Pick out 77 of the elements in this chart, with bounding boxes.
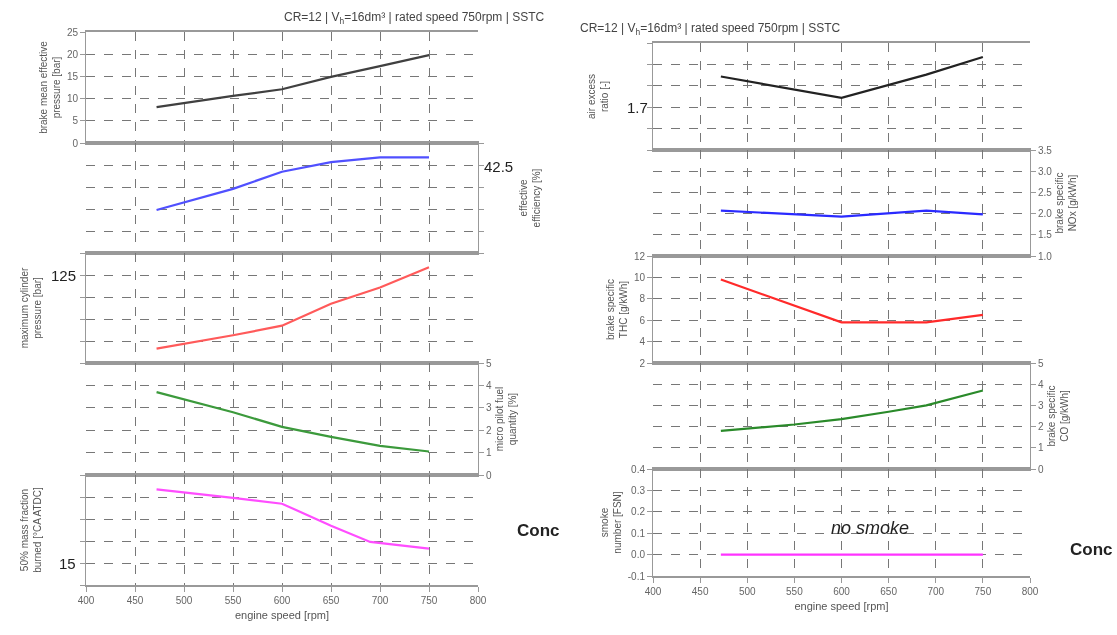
y-tick-label: 20 [66,48,79,60]
x-tick-label: 500 [738,586,757,597]
line-series [155,391,431,453]
x-axis-title: engine speed [rpm] [794,599,889,612]
y-tick-label: 5 [72,115,79,127]
line-series [155,53,431,109]
chart-title: CR=12 | V$_{h}$=16dm³ | rated speed 750rpm | SSTC [580,21,841,37]
y-tick-label: 15 [66,70,79,82]
x-tick-label: 600 [833,586,851,597]
x-tick-label: 800 [469,595,487,606]
annotation: no smoke [831,518,910,538]
x-tick-label: 700 [927,586,945,597]
y2-tick-label: 2 [1038,421,1044,433]
y-tick-label: 0.4 [631,463,646,475]
text: Conc [1070,540,1113,559]
y-tick-label: 10 [633,271,646,283]
x-tick-label: 600 [273,595,291,606]
text: 125 [51,267,77,284]
y2-tick-label: 1 [1038,442,1044,454]
y2-tick-label: 3 [486,402,492,414]
y2-tick-label: 1.0 [1038,250,1053,262]
y2-tick-label: 3.5 [1038,144,1053,156]
y-tick-label: 12 [633,250,646,262]
y2-axis-title: brake specific NOx [g/kWh] [1053,172,1078,234]
y2-tick-label: 5 [1038,357,1044,369]
text: 1.7 [627,99,648,116]
y2-tick-label: 1 [486,447,492,459]
y2-tick-label: 4 [486,379,492,391]
y2-tick-label: 3.0 [1038,165,1053,177]
x-tick-label: 700 [371,595,389,606]
x-tick-label: 450 [691,586,709,597]
x-tick-label: 800 [1021,586,1039,597]
chart-title: CR=12 | V$_{h}$=16dm³ | rated speed 750rpm | SSTC [284,10,545,26]
y2-axis-title: micro pilot fuel quantity [%] [493,386,518,452]
y-axis-title: maximum cylinder pressure [bar] [19,267,43,349]
x-tick-label: 550 [786,586,804,597]
y-tick-label: 6 [639,314,646,326]
y-tick-label: 0.2 [631,506,646,518]
y-axis-title: 50% mass fraction burned [°CA ATDC] [19,487,43,573]
y-tick-label: 25 [66,26,79,38]
y2-tick-label: 5 [486,357,492,369]
x-tick-label: 650 [322,595,340,606]
y2-axis-title: effective efficiency [%] [517,168,542,228]
y2-tick-label: 1.5 [1038,229,1053,241]
y-tick-label: 8 [639,293,646,305]
y-tick-label: -0.1 [627,570,646,582]
y-tick-label: 4 [639,336,646,348]
x-tick-label: 550 [224,595,242,606]
x-axis-title: engine speed [rpm] [234,608,330,621]
y2-axis-title: brake specific CO [g/kWh] [1045,385,1070,447]
y-axis-title: brake specific THC [g/kWh] [604,278,629,341]
y2-tick-label: 4 [1038,378,1044,390]
y-axis-title: smoke number [FSN] [598,491,623,554]
text: Conc [517,521,560,540]
y2-tick-label: 0 [486,469,492,481]
y-tick-label: 0.1 [631,527,646,539]
y2-tick-label: 2 [486,424,492,436]
x-tick-label: 500 [175,595,193,606]
text: 42.5 [484,158,514,175]
y2-tick-label: 3 [1038,399,1044,411]
y2-tick-label: 2.0 [1038,208,1053,220]
y2-tick-label: 2.5 [1038,186,1053,198]
x-tick-label: 400 [644,586,662,597]
y2-tick-label: 0 [1038,463,1044,475]
x-tick-label: 400 [77,595,95,606]
x-tick-label: 650 [880,586,898,597]
y-tick-label: 2 [639,357,646,369]
y-axis-title: air excess ratio [-] [586,73,610,120]
x-tick-label: 750 [420,595,438,606]
y-tick-label: 0.3 [631,484,646,496]
y-tick-label: 0.0 [631,549,646,561]
y-tick-label: 10 [66,93,79,105]
x-tick-label: 750 [974,586,992,597]
y-axis-title: brake mean effective pressure [bar] [37,40,62,134]
line-series [719,389,984,432]
x-tick-label: 450 [126,595,144,606]
y-tick-label: 0 [72,137,79,149]
